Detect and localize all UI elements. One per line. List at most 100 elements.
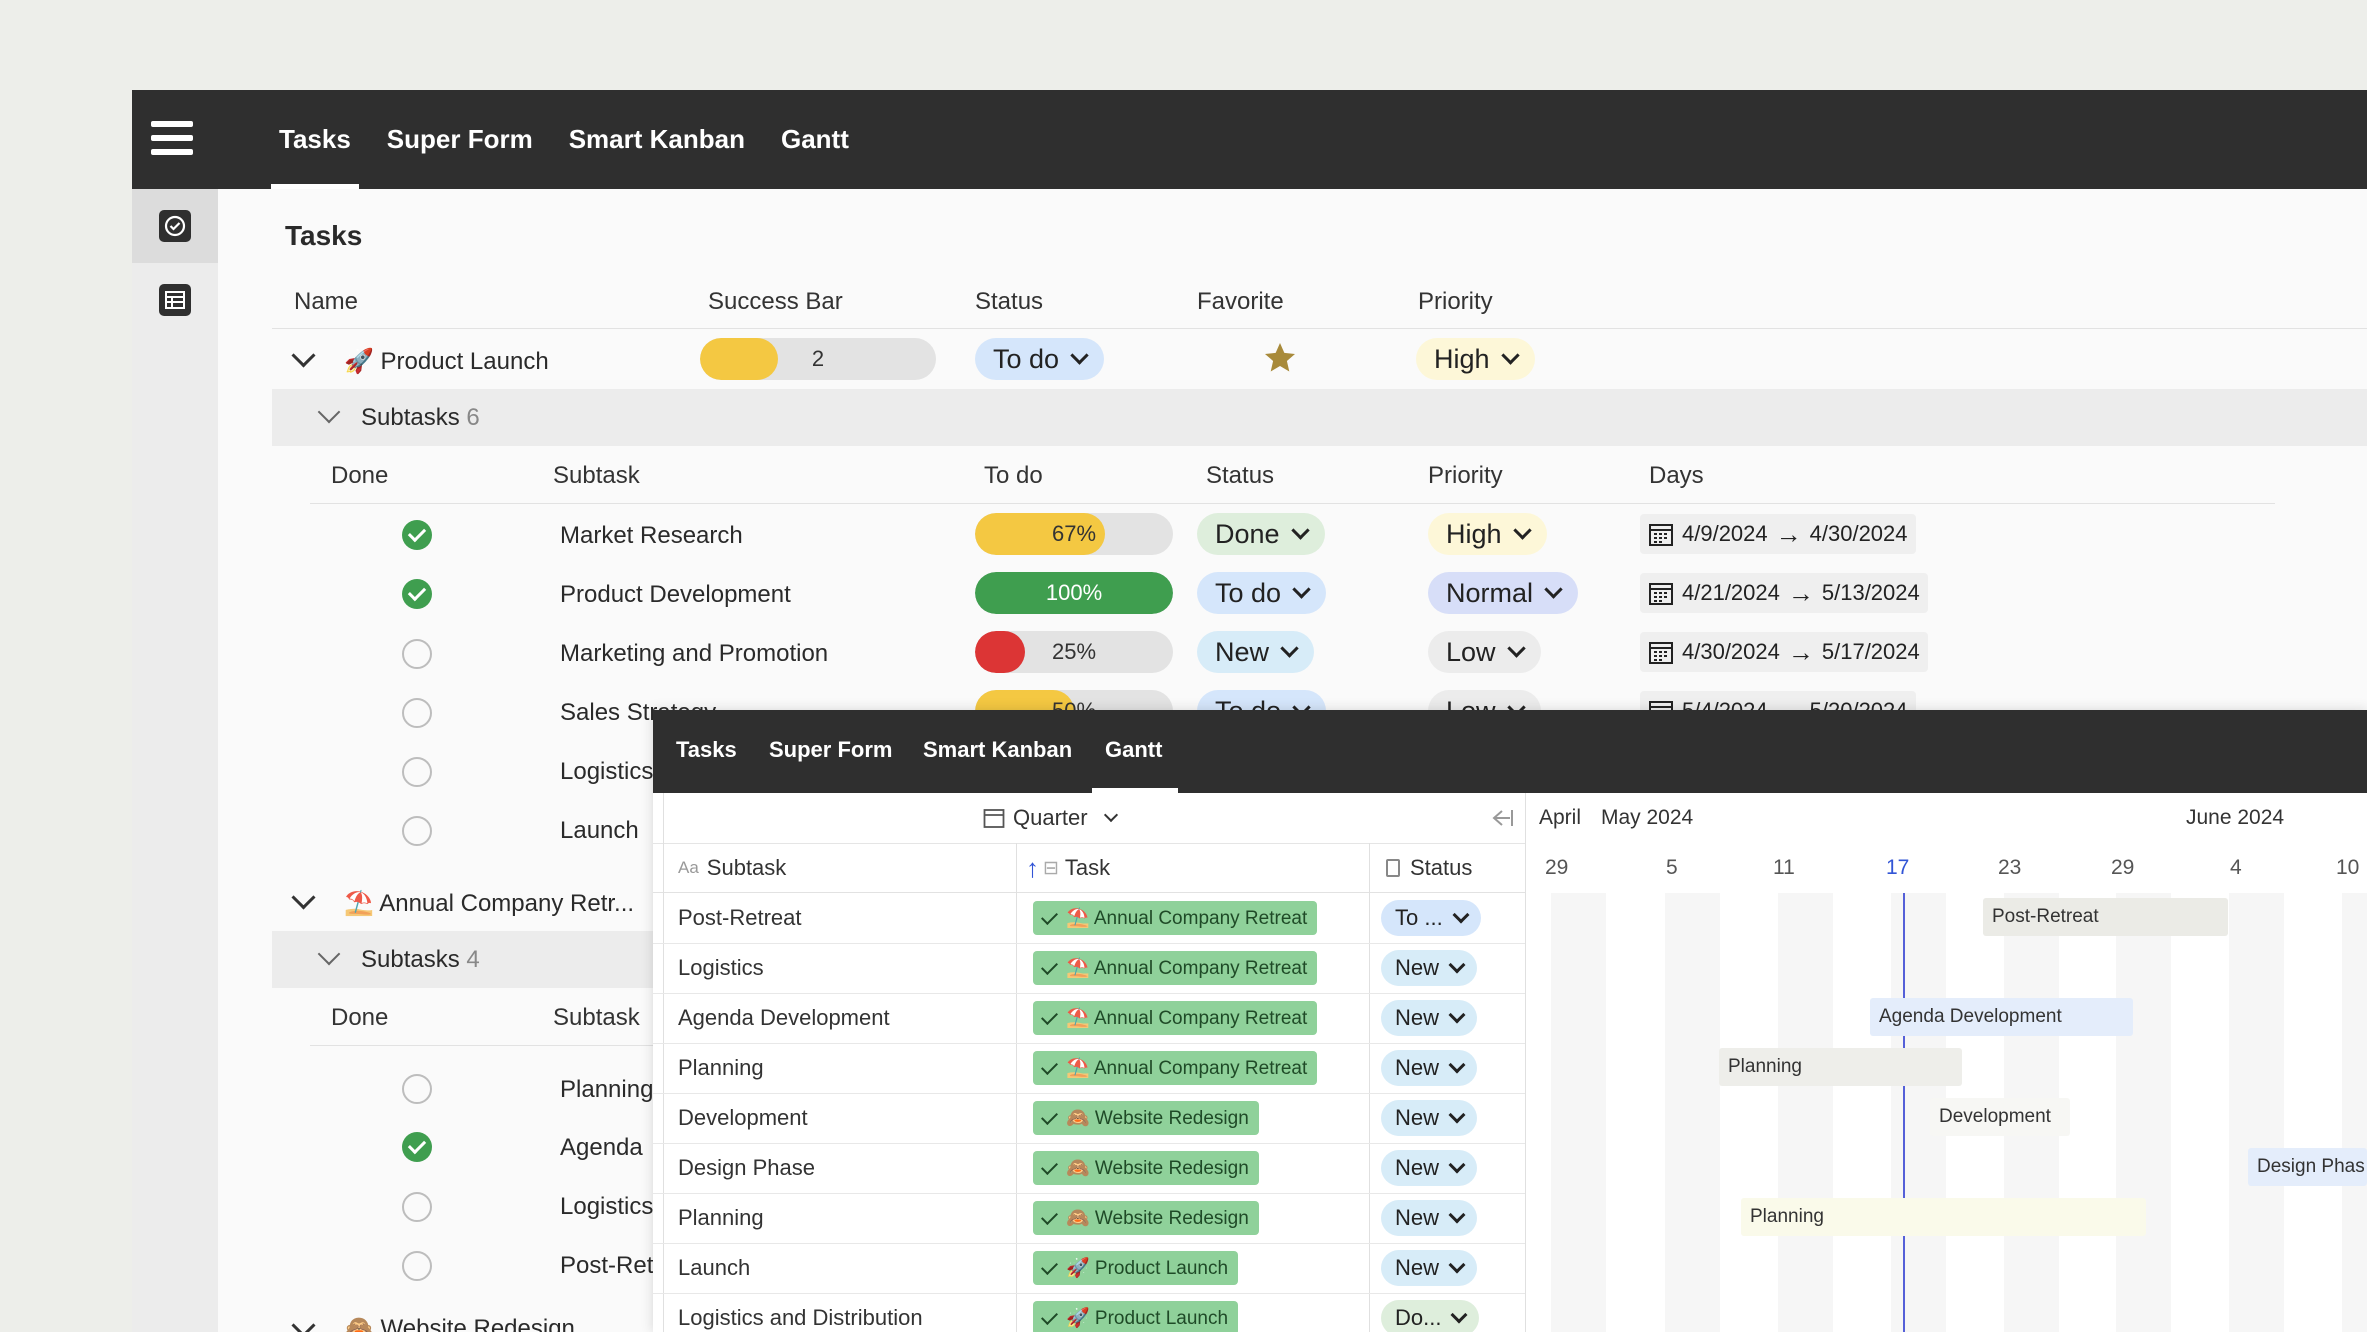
subtask-name[interactable]: Logistics — [560, 1193, 654, 1220]
subtask-cell[interactable]: Post-Retreat — [678, 905, 802, 930]
star-icon[interactable] — [1262, 340, 1298, 376]
gantt-grid-row[interactable]: Logistics and Distribution 🚀 Product Laun… — [653, 1293, 1525, 1332]
gantt-grid-row[interactable]: Launch 🚀 Product Launch New — [653, 1243, 1525, 1294]
collapse-chevron-icon[interactable] — [291, 1313, 316, 1332]
subtask-cell[interactable]: Logistics — [678, 955, 764, 980]
task-cell[interactable]: 🙈 Website Redesign — [1033, 1143, 1259, 1193]
task-cell[interactable]: 🙈 Website Redesign — [1033, 1193, 1259, 1243]
gantt-grid-row[interactable]: Agenda Development ⛱️ Annual Company Retr… — [653, 993, 1525, 1044]
gantt-bar[interactable]: Development — [1930, 1098, 2070, 1136]
gantt-bar[interactable]: Design Phas — [2248, 1148, 2367, 1186]
task-tag[interactable]: ⛱️ Annual Company Retreat — [1033, 951, 1318, 985]
status-dropdown[interactable]: New — [1381, 1200, 1478, 1236]
subtask-name[interactable]: Product Development — [560, 581, 791, 608]
group-name[interactable]: 🙈 Website Redesign — [344, 1315, 575, 1332]
done-checkbox[interactable] — [402, 1132, 432, 1162]
done-checkbox[interactable] — [402, 579, 432, 609]
tab-tasks[interactable]: Tasks — [261, 90, 369, 189]
tab-smart-kanban[interactable]: Smart Kanban — [568, 124, 745, 154]
date-range[interactable]: 4/21/2024 → 5/13/2024 — [1640, 573, 1928, 613]
subtask-name[interactable]: Marketing and Promotion — [560, 640, 829, 667]
group-name[interactable]: 🚀 Product Launch — [344, 348, 549, 375]
subtask-name[interactable]: Launch — [560, 817, 639, 844]
subtask-cell[interactable]: Development — [678, 1105, 808, 1130]
collapse-chevron-icon[interactable] — [291, 885, 316, 910]
collapse-chevron-icon[interactable] — [291, 343, 316, 368]
priority-dropdown[interactable]: High — [1416, 338, 1535, 380]
status-dropdown[interactable]: New — [1381, 1100, 1478, 1136]
done-checkbox[interactable] — [402, 698, 432, 728]
task-cell[interactable]: ⛱️ Annual Company Retreat — [1033, 943, 1318, 993]
task-tag[interactable]: 🙈 Website Redesign — [1033, 1201, 1259, 1235]
done-checkbox[interactable] — [402, 816, 432, 846]
task-tag[interactable]: ⛱️ Annual Company Retreat — [1033, 1051, 1318, 1085]
tab-gantt[interactable]: Gantt — [780, 124, 849, 154]
status-dropdown[interactable]: New — [1381, 1000, 1478, 1036]
status-dropdown[interactable]: To do — [975, 338, 1105, 380]
subtask-cell[interactable]: Logistics and Distribution — [678, 1305, 923, 1330]
gantt-grid-row[interactable]: Logistics ⛱️ Annual Company Retreat New — [653, 943, 1525, 994]
status-dropdown[interactable]: New — [1381, 1050, 1478, 1086]
subtask-name[interactable]: Planning — [560, 1076, 654, 1103]
task-cell[interactable]: 🚀 Product Launch — [1033, 1293, 1239, 1332]
tab-tasks[interactable]: Tasks — [676, 737, 737, 762]
status-dropdown[interactable]: To ... — [1381, 900, 1481, 936]
priority-dropdown[interactable]: High — [1428, 513, 1547, 555]
gantt-bar[interactable]: Post-Retreat — [1983, 898, 2228, 936]
status-dropdown[interactable]: New — [1381, 1150, 1478, 1186]
task-tag[interactable]: ⛱️ Annual Company Retreat — [1033, 1001, 1318, 1035]
status-dropdown[interactable]: New — [1381, 1250, 1478, 1286]
subtask-name[interactable]: Post-Ret — [560, 1252, 654, 1279]
menu-icon[interactable] — [151, 121, 193, 155]
subtask-cell[interactable]: Design Phase — [678, 1155, 815, 1180]
subtask-cell[interactable]: Planning — [678, 1205, 764, 1230]
task-cell[interactable]: 🚀 Product Launch — [1033, 1243, 1239, 1293]
task-tag[interactable]: ⛱️ Annual Company Retreat — [1033, 901, 1318, 935]
subtask-name[interactable]: Market Research — [560, 522, 743, 549]
task-cell[interactable]: 🙈 Website Redesign — [1033, 1093, 1259, 1143]
task-tag[interactable]: 🚀 Product Launch — [1033, 1251, 1239, 1285]
done-checkbox[interactable] — [402, 639, 432, 669]
done-checkbox[interactable] — [402, 1251, 432, 1281]
status-dropdown[interactable]: To do — [1197, 572, 1327, 614]
status-dropdown[interactable]: Done — [1197, 513, 1325, 555]
collapse-left-icon[interactable] — [1488, 807, 1514, 829]
sidebar-item-tasks[interactable] — [132, 189, 218, 263]
priority-dropdown[interactable]: Normal — [1428, 572, 1579, 614]
task-tag[interactable]: 🚀 Product Launch — [1033, 1301, 1239, 1332]
date-range[interactable]: 4/30/2024 → 5/17/2024 — [1640, 632, 1928, 672]
done-checkbox[interactable] — [402, 757, 432, 787]
tab-super-form[interactable]: Super Form — [386, 124, 533, 154]
group-name[interactable]: ⛱️ Annual Company Retr... — [344, 890, 635, 917]
task-cell[interactable]: ⛱️ Annual Company Retreat — [1033, 1043, 1318, 1093]
done-checkbox[interactable] — [402, 1074, 432, 1104]
date-range[interactable]: 4/9/2024 → 4/30/2024 — [1640, 514, 1916, 554]
status-dropdown[interactable]: New — [1381, 950, 1478, 986]
status-dropdown[interactable]: New — [1197, 631, 1315, 673]
gantt-grid-row[interactable]: Development 🙈 Website Redesign New — [653, 1093, 1525, 1144]
subtask-cell[interactable]: Agenda Development — [678, 1005, 890, 1030]
subtask-cell[interactable]: Planning — [678, 1055, 764, 1080]
subtask-name[interactable]: Logistics — [560, 758, 654, 785]
gantt-grid-row[interactable]: Planning ⛱️ Annual Company Retreat New — [653, 1043, 1525, 1094]
gantt-grid-row[interactable]: Design Phase 🙈 Website Redesign New — [653, 1143, 1525, 1194]
task-tag[interactable]: 🙈 Website Redesign — [1033, 1151, 1259, 1185]
tab-smart-kanban[interactable]: Smart Kanban — [923, 737, 1073, 762]
done-checkbox[interactable] — [402, 520, 432, 550]
status-dropdown[interactable]: Do... — [1381, 1300, 1480, 1332]
period-dropdown[interactable]: Quarter — [983, 793, 1118, 843]
gantt-bar[interactable]: Agenda Development — [1870, 998, 2133, 1036]
subtask-cell[interactable]: Launch — [678, 1255, 751, 1280]
gantt-grid-row[interactable]: Post-Retreat ⛱️ Annual Company Retreat To … — [653, 893, 1525, 944]
subtask-name[interactable]: Agenda — [560, 1134, 643, 1161]
task-cell[interactable]: ⛱️ Annual Company Retreat — [1033, 993, 1318, 1043]
task-tag[interactable]: 🙈 Website Redesign — [1033, 1101, 1259, 1135]
priority-dropdown[interactable]: Low — [1428, 631, 1541, 673]
tab-gantt[interactable]: Gantt — [1105, 737, 1163, 762]
tab-super-form[interactable]: Super Form — [769, 737, 893, 762]
gantt-bar[interactable]: Planning — [1719, 1048, 1962, 1086]
sidebar-item-table[interactable] — [132, 263, 218, 337]
done-checkbox[interactable] — [402, 1192, 432, 1222]
task-cell[interactable]: ⛱️ Annual Company Retreat — [1033, 893, 1318, 943]
sort-up-icon[interactable]: ↑ — [1026, 852, 1039, 883]
